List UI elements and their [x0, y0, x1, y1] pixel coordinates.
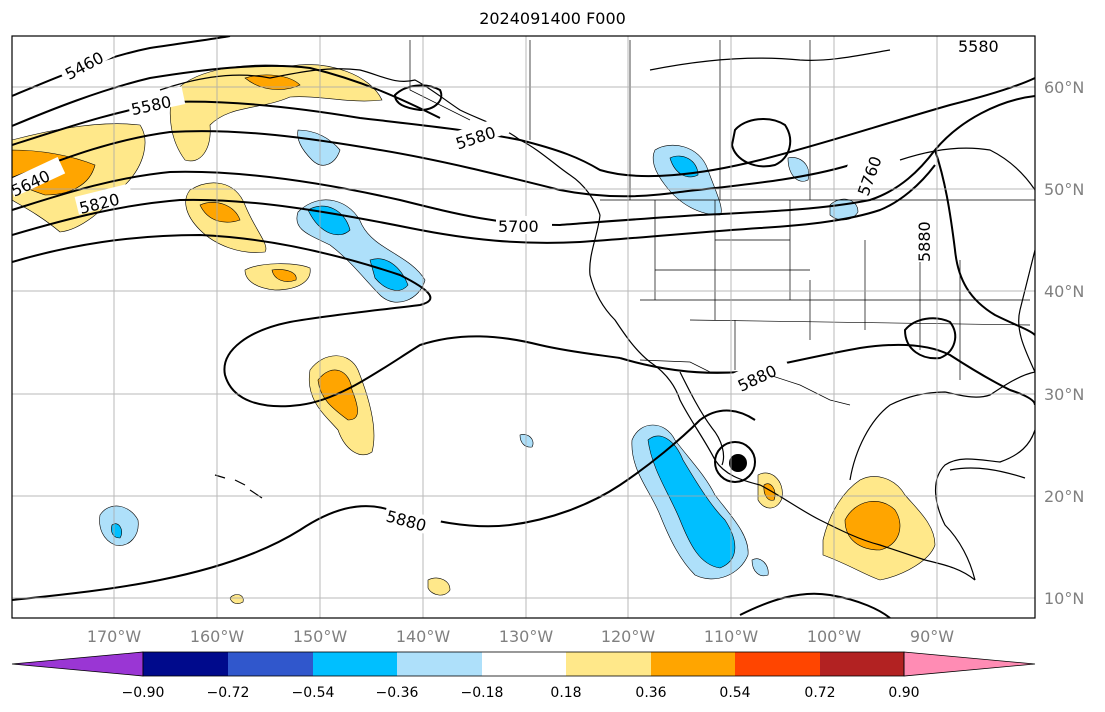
latitude-label: 40°N — [1044, 282, 1084, 301]
contour-gulf-alaska-low — [393, 84, 443, 112]
contour-5880-north — [619, 343, 1035, 406]
contour-far-south — [739, 592, 891, 618]
colorbar-tick-label: −0.90 — [122, 685, 165, 701]
height-contours — [12, 36, 1035, 618]
anomaly-area-east-pacific-core — [647, 435, 736, 569]
coastline-canada-north — [649, 49, 891, 71]
latitude-axis: 60°N 50°N 40°N 30°N 20°N 10°N — [1044, 78, 1084, 608]
negative-anomaly-shading — [99, 129, 859, 580]
colorbar-tick-label: 0.18 — [550, 685, 581, 701]
border-states-2 — [640, 299, 1031, 326]
anomaly-area-small-2 — [427, 577, 451, 596]
border-provinces — [529, 40, 811, 200]
colorbar-tick-label: 0.90 — [888, 685, 919, 701]
colorbar-tick-label: 0.54 — [719, 685, 750, 701]
colorbar-segment — [735, 652, 820, 676]
anomaly-area-small-5 — [751, 558, 769, 577]
colorbar-tick-label: −0.72 — [207, 685, 250, 701]
coastline-baja — [679, 371, 725, 466]
longitude-label: 120°W — [601, 627, 656, 646]
longitude-label: 130°W — [499, 627, 554, 646]
coastline-east — [1018, 249, 1035, 373]
contour-label: 5880 — [915, 221, 934, 262]
coastline-cuba — [949, 467, 1026, 479]
map-title: 2024091400 F000 — [479, 9, 626, 28]
contour-label: 5700 — [498, 217, 539, 236]
anomaly-area-small-3 — [229, 594, 244, 604]
coastline-hudson — [899, 147, 1035, 191]
latitude-label: 20°N — [1044, 487, 1084, 506]
latitude-label: 30°N — [1044, 385, 1084, 404]
longitude-label: 150°W — [293, 627, 348, 646]
anomaly-area-subtropical-core — [317, 369, 358, 421]
latitude-label: 60°N — [1044, 78, 1084, 97]
colorbar: −0.90 −0.72 −0.54 −0.36 −0.18 0.18 0.36 … — [11, 651, 1036, 701]
coastline-gulf-coast — [934, 429, 1035, 581]
coastline-gulf-mexico — [849, 371, 1035, 481]
colorbar-segment — [651, 652, 735, 676]
colorbar-segment — [482, 652, 566, 676]
contour-5820 — [12, 233, 621, 408]
colorbar-outline — [142, 651, 905, 677]
anomaly-area-central-north-core — [199, 201, 241, 223]
colorbar-segment — [228, 652, 313, 676]
anomaly-area-nw-pacific-core2 — [369, 258, 409, 291]
storm-center-marker — [729, 454, 747, 472]
longitude-label: 90°W — [910, 627, 954, 646]
colorbar-segment — [143, 652, 228, 676]
colorbar-tick-label: −0.18 — [461, 685, 504, 701]
colorbar-extend-low — [11, 651, 144, 677]
border-alaska-canada — [409, 40, 471, 121]
colorbar-segment — [820, 652, 904, 676]
longitude-label: 110°W — [704, 627, 759, 646]
colorbar-tick-label: 0.36 — [635, 685, 666, 701]
contour-high-canada — [730, 118, 792, 168]
latitude-label: 50°N — [1044, 180, 1084, 199]
graticule — [12, 36, 1035, 618]
colorbar-tick-label: −0.54 — [292, 685, 335, 701]
longitude-label: 170°W — [87, 627, 142, 646]
contour-label: 5580 — [958, 37, 999, 56]
map-frame — [11, 35, 1036, 619]
contour-5880-east — [934, 149, 1035, 336]
colorbar-segment — [397, 652, 482, 676]
anomaly-area-small-1-core — [271, 269, 297, 282]
contour-5520 — [12, 64, 441, 127]
longitude-axis: 170°W 160°W 150°W 140°W 130°W 120°W 110°… — [87, 627, 954, 646]
latitude-label: 10°N — [1044, 589, 1084, 608]
contour-5760 — [12, 164, 936, 244]
contour-high-east — [903, 317, 957, 360]
contour-5460 — [12, 36, 231, 97]
contour-5700 — [12, 95, 1035, 227]
colorbar-tick-label: −0.36 — [376, 685, 419, 701]
political-borders — [409, 40, 1035, 406]
longitude-label: 100°W — [807, 627, 862, 646]
longitude-label: 160°W — [190, 627, 245, 646]
colorbar-segment — [566, 652, 651, 676]
colorbar-segment — [313, 652, 397, 676]
colorbar-tick-label: 0.72 — [804, 685, 835, 701]
longitude-label: 140°W — [396, 627, 451, 646]
anomaly-area-canada-core — [669, 155, 699, 178]
colorbar-extend-high — [903, 651, 1036, 677]
storm-circulation — [714, 441, 756, 483]
